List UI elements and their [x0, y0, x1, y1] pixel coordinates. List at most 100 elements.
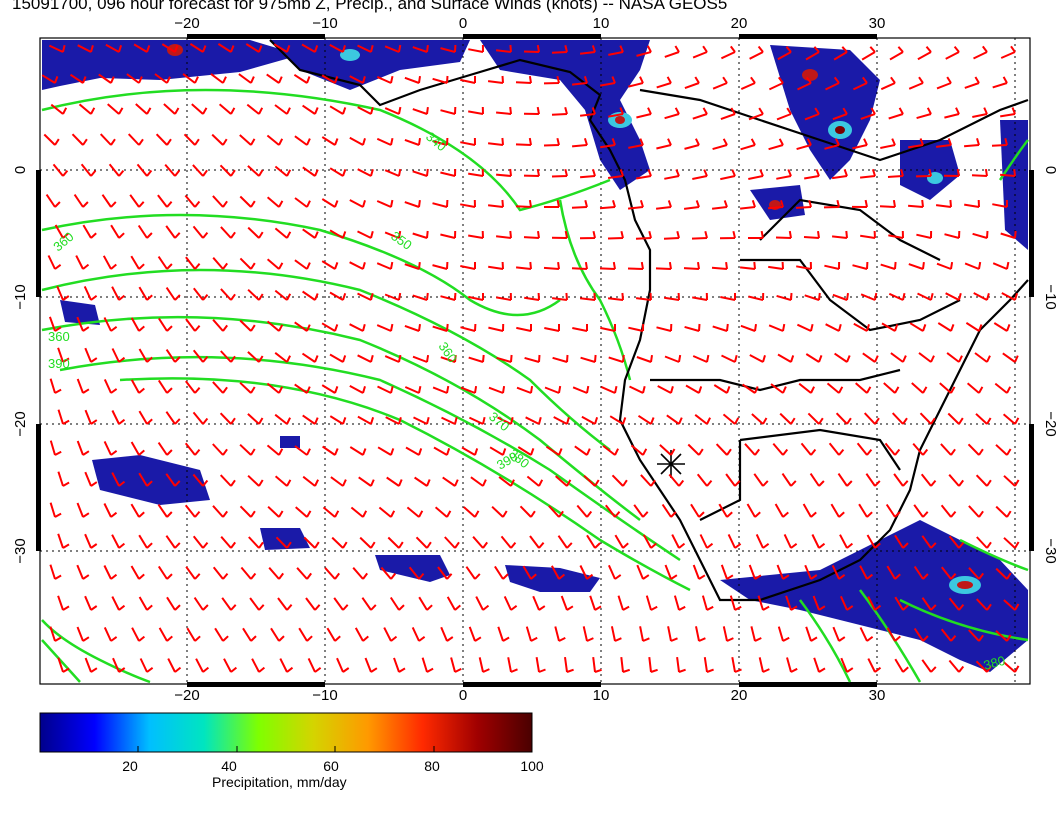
wind-barb [740, 76, 756, 91]
wind-barb [522, 565, 537, 580]
wind-barb [165, 287, 181, 301]
wind-barb [805, 353, 823, 363]
wind-barb [98, 73, 115, 84]
wind-barb [580, 169, 596, 179]
wind-barb [826, 382, 844, 394]
wind-barb [488, 323, 505, 332]
wind-barb [293, 73, 311, 84]
wind-barb [543, 75, 560, 85]
wind-barb [247, 413, 264, 425]
wind-barb [45, 194, 61, 208]
wind-barb [779, 412, 796, 425]
wind-barb [893, 473, 909, 487]
wind-barb [775, 230, 792, 239]
wind-barb [992, 261, 1010, 270]
wind-barb [76, 440, 90, 456]
lon-label: −20 [174, 687, 199, 704]
wind-barb [329, 105, 347, 115]
wind-barb [56, 285, 70, 301]
frame-tick-bars [36, 34, 1034, 687]
wind-barb [673, 595, 686, 611]
wind-barb [302, 166, 319, 177]
wind-barb [157, 379, 173, 394]
wind-barb [886, 627, 901, 642]
wind-barb [703, 657, 714, 673]
wind-barb [720, 293, 736, 301]
wind-barb [103, 378, 118, 394]
wind-barb [617, 595, 630, 611]
wind-barb [239, 443, 256, 456]
wind-barb [515, 261, 532, 270]
wind-barb [349, 261, 366, 270]
wind-barb [266, 73, 283, 84]
wind-barb [805, 626, 818, 642]
wind-barb [111, 472, 126, 487]
wind-barb [500, 535, 517, 549]
wind-barb [412, 44, 429, 53]
wind-barb [605, 504, 621, 518]
wind-barb [380, 566, 397, 580]
wind-barb [719, 230, 736, 240]
wind-barb [301, 43, 319, 53]
wind-barb [84, 471, 98, 487]
wind-barb [894, 658, 909, 673]
wind-barb [572, 385, 590, 394]
wind-barb [302, 475, 319, 487]
wind-barb [357, 168, 374, 177]
lat-label: −20 [1042, 411, 1056, 436]
wind-barb [412, 106, 429, 115]
wind-barb [491, 505, 508, 518]
wind-barb [186, 627, 201, 642]
wind-barb [330, 476, 347, 487]
wind-barb [975, 413, 992, 425]
wind-barb [404, 261, 421, 270]
wind-barb [973, 292, 990, 301]
lon-label: 10 [593, 687, 610, 704]
wind-barb [321, 384, 339, 394]
wind-barb [305, 597, 321, 611]
wind-barb [579, 292, 596, 301]
wind-barb [71, 133, 88, 146]
wind-barb [655, 261, 672, 270]
wind-barb [921, 535, 937, 549]
lon-label: 0 [459, 15, 467, 32]
wind-barb [184, 442, 201, 456]
wind-barb [182, 73, 199, 84]
wind-barb [786, 657, 798, 673]
wind-barb [628, 323, 645, 332]
lat-label: −10 [1042, 284, 1056, 309]
wind-barb [357, 106, 374, 115]
wind-barb [470, 476, 487, 487]
wind-barb [266, 258, 284, 270]
wind-barb [544, 324, 560, 332]
wind-barb [664, 292, 680, 301]
wind-barb [189, 43, 207, 53]
wind-barb [183, 133, 200, 146]
wind-barb [751, 413, 768, 425]
wind-barb [294, 383, 311, 394]
wind-barb [992, 76, 1008, 89]
wind-barb [913, 565, 929, 580]
colorbar-tick-label: 40 [221, 758, 237, 774]
wind-barb [404, 385, 422, 394]
wind-barb [824, 261, 841, 270]
wind-barb [274, 413, 291, 425]
wind-barb [776, 107, 792, 121]
wind-barb [831, 564, 846, 580]
wind-barb [460, 262, 476, 270]
wind-barb [831, 230, 848, 239]
wind-barb [607, 230, 624, 240]
wind-barb [376, 199, 394, 208]
wind-barb [247, 226, 264, 239]
wind-barb [863, 412, 880, 425]
wind-barb [433, 446, 451, 456]
wind-barb [699, 534, 714, 549]
wind-barb [968, 505, 984, 518]
wind-barb [636, 107, 652, 119]
wind-barb [948, 597, 965, 611]
wind-barb [404, 199, 421, 208]
wind-barb [376, 261, 394, 270]
wind-barb [633, 504, 649, 518]
wind-barb [800, 442, 817, 456]
wind-barb [944, 230, 961, 239]
